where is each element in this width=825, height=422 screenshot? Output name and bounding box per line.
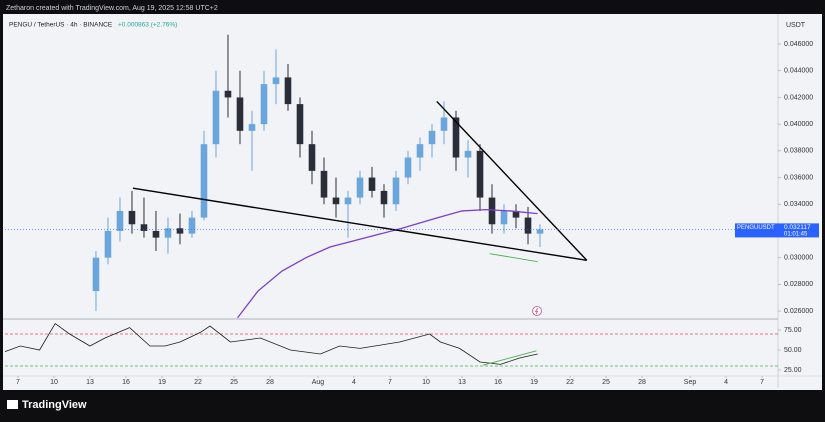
rsi-line <box>4 323 538 365</box>
price-tag-countdown: 01:01:45 <box>784 231 808 237</box>
y-tick-label: 50.00 <box>784 347 802 354</box>
candle-body <box>176 228 184 234</box>
y-tick-label: 0.030000 <box>784 254 813 261</box>
price-tag-symbol: PENGUUSDT <box>737 225 775 231</box>
candle-body <box>404 157 412 178</box>
x-tick-label: 4 <box>724 379 728 386</box>
candle-body <box>356 177 364 198</box>
charts: 0.0260000.0280000.0300000.0320000.034000… <box>4 34 819 386</box>
candle-body <box>212 90 220 145</box>
change: +0.000863 (+2.76%) <box>118 22 177 29</box>
candle-body <box>140 224 148 231</box>
candle-body <box>92 257 100 292</box>
chart-panel <box>3 14 822 390</box>
y-tick-label: 0.028000 <box>784 281 813 288</box>
x-tick-label: 28 <box>266 379 274 386</box>
x-tick-label: 13 <box>458 379 466 386</box>
trend-line <box>489 253 538 263</box>
y-tick-label: 0.046000 <box>784 41 813 48</box>
logo: TradingView <box>22 399 87 411</box>
candle-body <box>524 217 532 234</box>
candle-body <box>428 130 436 145</box>
candle-body <box>308 144 316 171</box>
candle-body <box>296 104 304 145</box>
candle-body <box>248 124 256 131</box>
x-tick-label: 7 <box>388 379 392 386</box>
y-tick-label: 0.042000 <box>784 94 813 101</box>
candle-body <box>464 150 472 158</box>
x-tick-label: 13 <box>86 379 94 386</box>
candle-body <box>344 197 352 205</box>
x-tick-label: 22 <box>566 379 574 386</box>
candle-body <box>272 77 280 85</box>
y-tick-label: 75.00 <box>784 327 802 334</box>
candle-body <box>476 150 484 198</box>
y-tick-label: 0.036000 <box>784 174 813 181</box>
credit: Zetharon created with TradingView.com, A… <box>6 5 218 12</box>
x-tick-label: 25 <box>602 379 610 386</box>
y-tick-label: 25.00 <box>784 367 802 374</box>
x-tick-label: 16 <box>122 379 130 386</box>
x-tick-label: 7 <box>760 379 764 386</box>
x-tick-label: 10 <box>422 379 430 386</box>
candle-body <box>224 90 232 98</box>
x-tick-label: 28 <box>638 379 646 386</box>
candle-body <box>452 117 460 158</box>
x-tick-label: 19 <box>530 379 538 386</box>
y-tick-label: 0.040000 <box>784 121 813 128</box>
candle-body <box>536 229 544 234</box>
candle-body <box>440 117 448 131</box>
currency: USDT <box>786 22 806 29</box>
candle-body <box>164 228 172 238</box>
candle-body <box>260 84 268 125</box>
y-tick-label: 0.044000 <box>784 68 813 75</box>
symbol: PENGU / TetherUS · 4h · BINANCE <box>9 22 113 29</box>
x-tick-label: 25 <box>230 379 238 386</box>
y-tick-label: 0.026000 <box>784 308 813 315</box>
price-tag <box>735 223 819 238</box>
candle-body <box>188 217 196 234</box>
candle-body <box>284 77 292 105</box>
candle-body <box>152 230 160 238</box>
candle-body <box>128 210 136 225</box>
candle-body <box>200 144 208 218</box>
event-icon-bolt <box>534 307 539 315</box>
candle-body <box>500 210 508 225</box>
x-tick-label: 4 <box>352 379 356 386</box>
candle-body <box>320 170 328 198</box>
x-tick-label: 7 <box>16 379 20 386</box>
trend-line <box>436 100 588 261</box>
x-tick-label: 10 <box>50 379 58 386</box>
divergence-line <box>482 350 537 366</box>
x-tick-label: 22 <box>194 379 202 386</box>
candle-body <box>332 197 340 205</box>
candle-body <box>368 177 376 191</box>
y-tick-label: 0.038000 <box>784 148 813 155</box>
event-icon[interactable] <box>532 306 542 316</box>
candle-body <box>116 210 124 231</box>
candle-body <box>380 190 388 205</box>
trend-line <box>132 187 587 262</box>
x-tick-label: 19 <box>158 379 166 386</box>
x-tick-label: Sep <box>684 379 697 386</box>
candle-body <box>392 177 400 205</box>
price-tag-value: 0.032117 <box>784 224 811 231</box>
x-tick-label: 16 <box>494 379 502 386</box>
candle-body <box>512 210 520 218</box>
candle-body <box>416 144 424 158</box>
candle-body <box>236 97 244 131</box>
candle-body <box>488 197 496 225</box>
y-tick-label: 0.034000 <box>784 201 813 208</box>
x-tick-label: Aug <box>312 379 325 386</box>
moving-average <box>237 208 538 319</box>
candle-body <box>104 230 112 258</box>
logo-mark <box>7 400 18 409</box>
